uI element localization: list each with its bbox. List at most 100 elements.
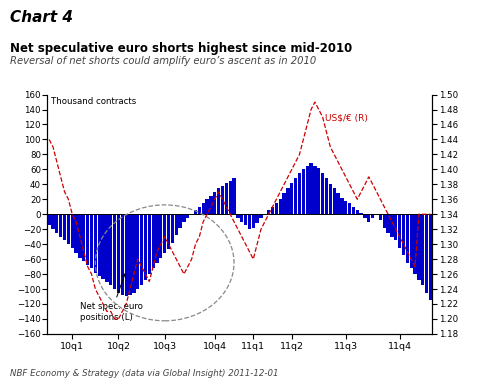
Bar (425, 214, 428, 293)
Bar (348, 203, 351, 214)
Bar (236, 214, 240, 218)
Bar (156, 214, 159, 263)
Text: Net spec. euro
positions (L): Net spec. euro positions (L) (80, 274, 143, 322)
Bar (121, 214, 124, 295)
Bar (282, 193, 286, 214)
Bar (209, 196, 213, 214)
Bar (255, 214, 259, 223)
Bar (132, 214, 136, 293)
Bar (217, 188, 220, 214)
Bar (136, 214, 139, 289)
Bar (429, 214, 432, 300)
Bar (406, 214, 409, 263)
Bar (379, 214, 382, 220)
Bar (113, 214, 116, 289)
Text: Net speculative euro shorts highest since mid-2010: Net speculative euro shorts highest sinc… (10, 42, 352, 55)
Bar (125, 214, 128, 296)
Bar (267, 210, 270, 214)
Bar (86, 214, 89, 265)
Text: US$/€ (R): US$/€ (R) (325, 114, 367, 123)
Bar (417, 214, 420, 280)
Bar (371, 214, 374, 218)
Bar (340, 198, 343, 214)
Bar (63, 214, 66, 240)
Bar (79, 214, 82, 257)
Text: Reversal of net shorts could amplify euro’s ascent as in 2010: Reversal of net shorts could amplify eur… (10, 56, 316, 66)
Bar (302, 169, 305, 214)
Bar (152, 214, 155, 268)
Bar (171, 214, 174, 243)
Bar (67, 214, 70, 244)
Bar (148, 214, 151, 274)
Bar (259, 214, 262, 218)
Bar (271, 207, 274, 214)
Bar (394, 214, 398, 240)
Bar (306, 166, 309, 214)
Bar (325, 178, 328, 214)
Bar (178, 214, 182, 228)
Bar (344, 201, 347, 214)
Bar (251, 214, 255, 228)
Bar (221, 186, 224, 214)
Bar (398, 214, 401, 248)
Bar (244, 214, 247, 225)
Bar (48, 214, 51, 225)
Bar (298, 173, 301, 214)
Bar (75, 214, 78, 253)
Bar (140, 214, 143, 285)
Bar (55, 214, 59, 233)
Bar (383, 214, 386, 228)
Text: Thousand contracts: Thousand contracts (51, 97, 136, 106)
Bar (105, 214, 108, 281)
Bar (387, 214, 390, 233)
Bar (213, 192, 216, 214)
Bar (310, 163, 313, 214)
Bar (51, 214, 55, 229)
Bar (71, 214, 74, 248)
Bar (229, 181, 232, 214)
Bar (336, 193, 339, 214)
Bar (275, 203, 278, 214)
Bar (167, 214, 170, 249)
Bar (198, 207, 201, 214)
Bar (390, 214, 394, 237)
Bar (352, 207, 355, 214)
Bar (317, 168, 321, 214)
Bar (205, 199, 209, 214)
Bar (194, 210, 197, 214)
Bar (225, 183, 228, 214)
Text: NBF Economy & Strategy (data via Global Insight) 2011-12-01: NBF Economy & Strategy (data via Global … (10, 369, 278, 378)
Bar (294, 178, 297, 214)
Bar (414, 214, 416, 274)
Bar (332, 188, 336, 214)
Bar (202, 203, 205, 214)
Bar (109, 214, 112, 285)
Bar (186, 214, 189, 218)
Bar (82, 214, 85, 261)
Bar (101, 214, 105, 279)
Bar (359, 213, 363, 214)
Bar (59, 214, 62, 237)
Bar (182, 214, 185, 222)
Bar (233, 178, 236, 214)
Bar (321, 173, 324, 214)
Bar (159, 214, 163, 257)
Bar (163, 214, 166, 253)
Bar (117, 214, 120, 293)
Bar (128, 214, 132, 295)
Bar (144, 214, 147, 280)
Bar (329, 184, 332, 214)
Bar (240, 214, 244, 222)
Bar (402, 214, 405, 256)
Bar (290, 183, 293, 214)
Bar (90, 214, 93, 268)
Bar (313, 166, 317, 214)
Bar (286, 188, 290, 214)
Bar (279, 199, 282, 214)
Text: Chart 4: Chart 4 (10, 10, 73, 25)
Bar (367, 214, 370, 222)
Bar (421, 214, 424, 285)
Bar (356, 210, 359, 214)
Bar (363, 214, 367, 218)
Bar (97, 214, 101, 276)
